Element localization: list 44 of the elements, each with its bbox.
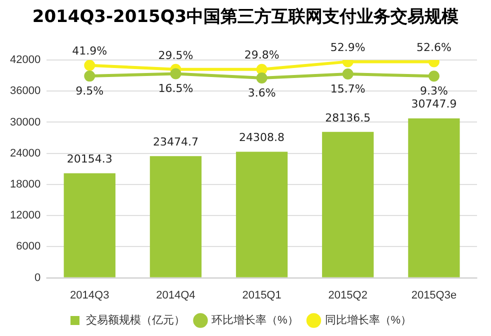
- point: [170, 68, 182, 80]
- data-label: 29.8%: [244, 48, 280, 62]
- bar: [64, 173, 116, 278]
- data-label: 15.7%: [330, 82, 366, 96]
- y-tick-label: 24000: [10, 147, 41, 160]
- data-label: 9.3%: [420, 84, 448, 98]
- data-label: 29.5%: [158, 48, 194, 62]
- data-label: 52.9%: [330, 41, 366, 54]
- x-tick-label: 2015Q2: [328, 289, 368, 302]
- y-tick-label: 12000: [10, 210, 41, 222]
- x-tick-label: 2015Q1: [242, 289, 282, 302]
- legend-label: 交易额规模（亿元）: [86, 314, 185, 327]
- y-tick-label: 0: [34, 272, 41, 284]
- data-label: 24308.8: [239, 131, 285, 144]
- x-tick-label: 2014Q4: [156, 289, 196, 302]
- point: [84, 60, 96, 71]
- data-label: 30747.9: [411, 98, 457, 111]
- data-label: 3.6%: [248, 86, 276, 100]
- y-tick-label: 42000: [10, 54, 41, 66]
- y-tick-label: 6000: [16, 240, 41, 253]
- data-label: 20154.3: [66, 152, 112, 166]
- data-label: 23474.7: [152, 135, 198, 148]
- y-tick-label: 30000: [10, 116, 41, 128]
- bar: [236, 152, 288, 278]
- x-tick-label: 2014Q3: [70, 289, 110, 302]
- bar: [150, 156, 202, 278]
- point: [256, 64, 268, 75]
- y-tick-label: 18000: [10, 178, 41, 190]
- legend-label: 同比增长率（%）: [324, 314, 412, 327]
- x-tick-label: 2015Q3e: [411, 289, 457, 302]
- bar: [408, 118, 460, 278]
- legend-label: 环比增长率（%）: [211, 314, 298, 327]
- bar: [322, 132, 374, 278]
- data-label: 41.9%: [72, 44, 108, 58]
- point: [256, 72, 268, 84]
- point: [342, 68, 354, 80]
- y-tick-label: 36000: [10, 85, 41, 98]
- data-label: 52.6%: [416, 41, 452, 54]
- point: [428, 70, 440, 82]
- data-label: 16.5%: [158, 82, 194, 96]
- data-label: 9.5%: [76, 84, 104, 98]
- point: [84, 70, 96, 82]
- chart-title: 2014Q3-2015Q3中国第三方互联网支付业务交易规模: [31, 6, 460, 29]
- data-label: 28136.5: [325, 111, 371, 124]
